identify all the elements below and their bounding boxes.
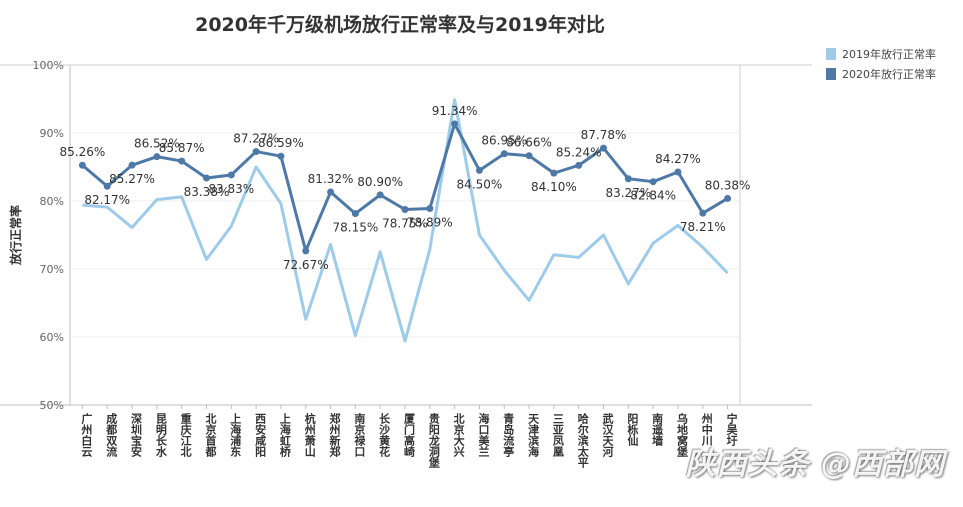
x-tick-label: 西安咸阳 (254, 413, 267, 458)
point-2020 (699, 209, 707, 217)
data-label-2020: 83.38% (184, 185, 230, 199)
point-2020 (550, 169, 558, 177)
point-2020 (649, 178, 657, 186)
point-2020 (351, 210, 359, 218)
point-2020 (475, 166, 483, 174)
point-2020 (674, 168, 682, 176)
x-tick-label: 昆明长水 (154, 413, 167, 458)
data-label-2020: 86.52% (134, 137, 180, 151)
legend-swatch-2019 (826, 48, 836, 60)
watermark: 陕西头条 @西部网 (685, 447, 945, 482)
x-tick-label: 成都双流 (105, 412, 119, 458)
data-label-2020: 85.26% (60, 145, 106, 159)
x-tick-label: 广州白云 (80, 412, 94, 458)
x-tick-label: 南京禄口 (353, 412, 367, 458)
point-2020 (376, 191, 384, 199)
data-label-2020: 83.27% (605, 186, 651, 200)
point-2020 (451, 120, 459, 128)
data-label-2020: 80.90% (357, 175, 403, 189)
point-2020 (202, 174, 210, 182)
point-2020 (426, 205, 434, 213)
point-2020 (252, 148, 260, 156)
data-label-2020: 84.27% (655, 152, 701, 166)
x-tick-label: 北京大兴 (452, 412, 465, 458)
y-tick-label: 70% (40, 263, 64, 276)
x-tick-label: 杭州萧山 (303, 412, 317, 458)
data-label-2020: 78.89% (407, 216, 453, 230)
y-axis-title: 放行正常率 (8, 205, 23, 266)
x-tick-label: 宁吴圩 (725, 412, 738, 447)
x-tick-label: 天津滨海 (527, 413, 540, 458)
data-label-2020: 84.50% (457, 177, 503, 191)
data-label-2020: 91.34% (432, 104, 478, 118)
point-2020 (600, 144, 608, 152)
data-label-2020: 87.78% (581, 128, 627, 142)
series-line-2019 (82, 98, 729, 343)
legend-label-2019: 2019年放行正常率 (842, 48, 936, 61)
x-tick-label: 阳栎仙 (626, 412, 639, 447)
x-tick-label: 长沙黄花 (378, 412, 391, 458)
chart-title: 2020年千万级机场放行正常率及与2019年对比 (195, 14, 605, 36)
x-tick-label: 乌地窝堡 (675, 412, 688, 457)
legend-swatch-2020 (826, 68, 836, 80)
legend-item-2019[interactable]: 2019年放行正常率 (826, 44, 936, 64)
point-2020 (153, 153, 161, 161)
data-label-2020: 84.10% (531, 180, 577, 194)
data-label-2020: 80.38% (705, 178, 751, 192)
point-2020 (327, 188, 335, 196)
x-tick-label: 青岛流亭 (502, 412, 515, 458)
x-tick-label: 上海浦东 (229, 412, 242, 458)
data-label-2020: 85.87% (159, 141, 205, 155)
x-tick-label: 北京首都 (204, 412, 218, 458)
data-label-2020: 83.83% (208, 182, 254, 196)
x-tick-label: 厦门高崎 (403, 413, 416, 458)
point-2020 (227, 171, 235, 179)
point-2020 (624, 175, 632, 183)
x-tick-label: 南遥墙 (651, 412, 664, 447)
x-tick-label: 深圳宝安 (130, 412, 143, 458)
x-tick-label: 上海虹桥 (278, 412, 291, 458)
data-label-2020: 81.32% (308, 172, 354, 186)
legend: 2019年放行正常率 2020年放行正常率 (826, 44, 936, 84)
legend-label-2020: 2020年放行正常率 (842, 68, 936, 81)
y-tick-label: 80% (40, 195, 64, 208)
data-label-2020: 78.75% (382, 217, 428, 231)
point-2020 (78, 161, 86, 169)
x-tick-label: 贵阳龙洞堡 (427, 412, 441, 468)
data-label-2020: 86.95% (481, 134, 527, 148)
point-2020 (724, 194, 732, 202)
point-2020 (525, 152, 533, 160)
point-2020 (500, 150, 508, 158)
y-tick-label: 90% (40, 127, 64, 140)
data-label-2020: 72.67% (283, 258, 329, 272)
y-tick-label: 60% (40, 331, 64, 344)
point-2020 (401, 206, 409, 213)
y-tick-label: 50% (40, 399, 64, 412)
x-tick-label: 州中川 (700, 413, 714, 446)
data-label-2020: 87.27% (233, 132, 279, 146)
point-2020 (128, 161, 136, 169)
y-tick-label: 100% (33, 59, 64, 72)
point-2020 (103, 182, 111, 190)
x-tick-label: 重庆江北 (179, 412, 193, 458)
legend-item-2020[interactable]: 2020年放行正常率 (826, 64, 936, 84)
data-label-2020: 85.24% (556, 145, 602, 159)
point-2020 (302, 247, 310, 255)
data-label-2020: 85.27% (109, 172, 155, 186)
data-label-2020: 86.59% (258, 136, 304, 150)
data-label-2020: 78.15% (332, 221, 378, 235)
x-tick-label: 哈尔滨太平 (576, 412, 590, 469)
data-label-2020: 78.21% (680, 220, 726, 234)
data-label-2020: 82.17% (84, 193, 130, 207)
data-label-2020: 86.66% (506, 136, 552, 150)
x-tick-label: 海口美兰 (477, 412, 490, 457)
x-tick-label: 三亚凤凰 (551, 413, 564, 458)
point-2020 (277, 152, 285, 160)
point-2020 (575, 161, 583, 169)
point-2020 (178, 157, 186, 165)
x-tick-label: 郑州新郑 (328, 412, 342, 458)
x-tick-label: 武汉天河 (601, 412, 614, 458)
data-label-2020: 82.84% (630, 189, 676, 203)
